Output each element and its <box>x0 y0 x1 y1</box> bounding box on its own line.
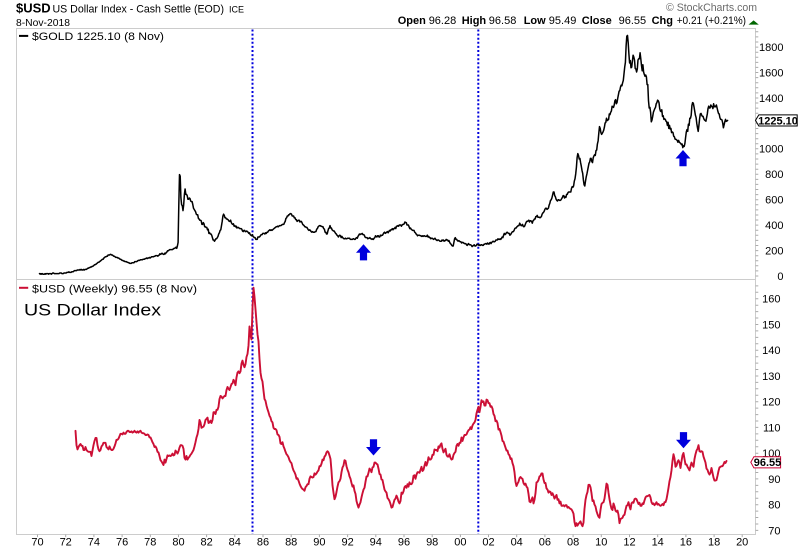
svg-text:© StockCharts.com: © StockCharts.com <box>666 2 757 14</box>
svg-text:120: 120 <box>762 397 780 409</box>
svg-text:1800: 1800 <box>759 42 783 54</box>
svg-text:96.58: 96.58 <box>489 15 517 27</box>
svg-text:20: 20 <box>736 537 748 549</box>
svg-text:1600: 1600 <box>759 67 783 79</box>
svg-text:70: 70 <box>768 525 780 537</box>
svg-text:0: 0 <box>777 271 783 283</box>
svg-text:130: 130 <box>762 371 780 383</box>
svg-text:110: 110 <box>763 422 781 434</box>
svg-text:1225.10: 1225.10 <box>758 115 798 127</box>
svg-text:95.49: 95.49 <box>549 15 577 27</box>
svg-text:140: 140 <box>762 345 780 357</box>
svg-text:08: 08 <box>567 537 579 549</box>
svg-text:200: 200 <box>765 246 783 258</box>
svg-text:00: 00 <box>454 537 466 549</box>
svg-text:70: 70 <box>31 537 43 549</box>
svg-text:8-Nov-2018: 8-Nov-2018 <box>16 18 70 29</box>
svg-text:82: 82 <box>200 537 212 549</box>
svg-text:96.28: 96.28 <box>429 15 457 27</box>
svg-text:90: 90 <box>313 537 325 549</box>
svg-text:10: 10 <box>595 537 607 549</box>
svg-text:94: 94 <box>370 537 382 549</box>
svg-text:14: 14 <box>652 537 664 549</box>
svg-text:02: 02 <box>482 537 494 549</box>
svg-text:$GOLD 1225.10 (8 Nov): $GOLD 1225.10 (8 Nov) <box>32 31 164 43</box>
svg-text:12: 12 <box>623 537 635 549</box>
svg-text:18: 18 <box>708 537 720 549</box>
svg-text:Chg: Chg <box>652 15 673 27</box>
svg-text:76: 76 <box>116 537 128 549</box>
svg-text:96.55: 96.55 <box>754 457 782 469</box>
svg-text:$USD: $USD <box>16 1 51 16</box>
svg-text:16: 16 <box>680 537 692 549</box>
svg-text:96: 96 <box>398 537 410 549</box>
svg-text:Close: Close <box>582 15 612 27</box>
svg-text:90: 90 <box>768 474 780 486</box>
svg-text:80: 80 <box>172 537 184 549</box>
svg-text:1400: 1400 <box>759 93 783 105</box>
svg-text:US Dollar Index - Cash Settle: US Dollar Index - Cash Settle (EOD) <box>53 4 225 16</box>
svg-text:88: 88 <box>285 537 297 549</box>
svg-text:84: 84 <box>229 537 241 549</box>
svg-text:04: 04 <box>511 537 523 549</box>
svg-text:1000: 1000 <box>759 144 783 156</box>
svg-text:06: 06 <box>539 537 551 549</box>
svg-text:160: 160 <box>762 294 780 306</box>
svg-text:+0.21 (+0.21%): +0.21 (+0.21%) <box>677 15 746 27</box>
svg-text:US Dollar Index: US Dollar Index <box>24 300 162 319</box>
svg-text:Open: Open <box>398 15 426 27</box>
svg-text:400: 400 <box>765 220 783 232</box>
svg-text:78: 78 <box>144 537 156 549</box>
svg-text:Low: Low <box>524 15 546 27</box>
svg-text:72: 72 <box>60 537 72 549</box>
svg-text:74: 74 <box>88 537 100 549</box>
svg-text:High: High <box>462 15 487 27</box>
svg-text:80: 80 <box>768 500 780 512</box>
svg-text:92: 92 <box>341 537 353 549</box>
svg-text:86: 86 <box>257 537 269 549</box>
svg-text:ICE: ICE <box>229 5 244 15</box>
svg-text:800: 800 <box>765 169 783 181</box>
svg-text:98: 98 <box>426 537 438 549</box>
svg-text:$USD (Weekly) 96.55 (8 Nov): $USD (Weekly) 96.55 (8 Nov) <box>32 283 197 295</box>
svg-text:96.55: 96.55 <box>619 15 647 27</box>
svg-text:600: 600 <box>765 195 783 207</box>
svg-text:150: 150 <box>762 319 780 331</box>
